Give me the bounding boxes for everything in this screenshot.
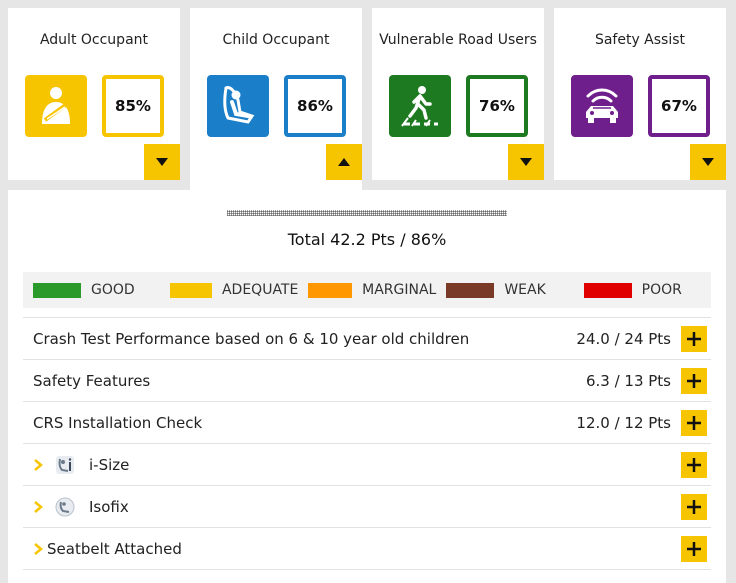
row-divider (23, 569, 711, 583)
legend-label: GOOD (91, 282, 135, 298)
total-score: Total 42.2 Pts / 86% (287, 230, 447, 249)
child-seat-icon (207, 75, 269, 137)
score-child-occupant: 86% (284, 75, 346, 137)
car-sensor-icon (571, 75, 633, 137)
rating-legend: GOOD ADEQUATE MARGINAL WEAK POOR (23, 272, 711, 308)
plus-icon (687, 457, 701, 472)
legend-swatch (308, 282, 353, 298)
row-label: Crash Test Performance based on 6 & 10 y… (33, 329, 470, 348)
row-score: 6.3 / 13 Pts (585, 371, 671, 390)
legend-item-good: GOOD (33, 282, 160, 298)
legend-label: POOR (641, 282, 682, 298)
expand-crash-test-button[interactable] (681, 325, 707, 352)
card-title: Adult Occupant (39, 32, 149, 48)
chevron-down-icon (702, 158, 714, 166)
card-title: Safety Assist (594, 32, 686, 48)
row-label: CRS Installation Check (33, 413, 203, 432)
legend-label: ADEQUATE (221, 282, 299, 298)
card-adult-occupant: Adult Occupant 85% (8, 8, 180, 180)
subrow-label: i-Size (89, 455, 130, 474)
isofix-icon (55, 497, 75, 517)
expand-safety-button[interactable] (690, 144, 726, 180)
row-label: Safety Features (33, 371, 151, 390)
chevron-down-icon (156, 158, 168, 166)
dotted-divider (227, 210, 507, 216)
expand-seatbelt-button[interactable] (681, 535, 707, 562)
plus-icon (687, 415, 701, 430)
expand-safety-features-button[interactable] (681, 367, 707, 394)
card-child-occupant: Child Occupant 86% (190, 8, 362, 198)
legend-swatch (33, 282, 81, 298)
card-safety-assist: Safety Assist 67% (554, 8, 726, 180)
plus-icon (687, 499, 701, 514)
row-score: 12.0 / 12 Pts (576, 413, 671, 432)
subrow-isofix: Isofix (23, 485, 711, 527)
row-safety-features: Safety Features 6.3 / 13 Pts (23, 359, 711, 401)
score-adult-occupant: 85% (102, 75, 164, 137)
expand-i-size-button[interactable] (681, 451, 707, 478)
legend-item-poor: POOR (583, 282, 711, 298)
plus-icon (687, 541, 701, 556)
card-title: Vulnerable Road Users (379, 32, 537, 48)
score-vulnerable-road-users: 76% (466, 75, 528, 137)
pedestrian-icon (389, 75, 451, 137)
legend-swatch (170, 282, 212, 298)
chevron-right-icon (23, 542, 47, 555)
legend-label: MARGINAL (362, 282, 437, 298)
chevron-up-icon (338, 158, 350, 166)
card-vulnerable-road-users: Vulnerable Road Users 76% (372, 8, 544, 180)
chevron-right-icon (23, 458, 47, 471)
card-title: Child Occupant (222, 32, 330, 48)
expand-isofix-button[interactable] (681, 493, 707, 520)
legend-swatch (583, 282, 632, 298)
legend-item-adequate: ADEQUATE (170, 282, 298, 298)
expand-crs-button[interactable] (681, 409, 707, 436)
row-crash-test-performance: Crash Test Performance based on 6 & 10 y… (23, 317, 711, 359)
score-safety-assist: 67% (648, 75, 710, 137)
plus-icon (687, 373, 701, 388)
subrow-i-size: i-Size (23, 443, 711, 485)
chevron-right-icon (23, 500, 47, 513)
row-crs-installation-check: CRS Installation Check 12.0 / 12 Pts (23, 401, 711, 443)
chevron-down-icon (520, 158, 532, 166)
expand-adult-button[interactable] (144, 144, 180, 180)
subrow-label: Isofix (89, 497, 129, 516)
i-size-icon (55, 455, 75, 475)
legend-label: WEAK (504, 282, 546, 298)
subrow-label: Seatbelt Attached (47, 539, 182, 558)
legend-item-marginal: MARGINAL (308, 282, 436, 298)
row-score: 24.0 / 24 Pts (576, 329, 671, 348)
seatbelt-occupant-icon (25, 75, 87, 137)
collapse-child-button[interactable] (326, 144, 362, 180)
expand-vru-button[interactable] (508, 144, 544, 180)
child-occupant-details-panel: Total 42.2 Pts / 86% GOOD ADEQUATE MARGI… (8, 190, 726, 583)
legend-swatch (446, 282, 495, 298)
plus-icon (687, 331, 701, 346)
subrow-seatbelt-attached: Seatbelt Attached (23, 527, 711, 569)
legend-item-weak: WEAK (446, 282, 573, 298)
